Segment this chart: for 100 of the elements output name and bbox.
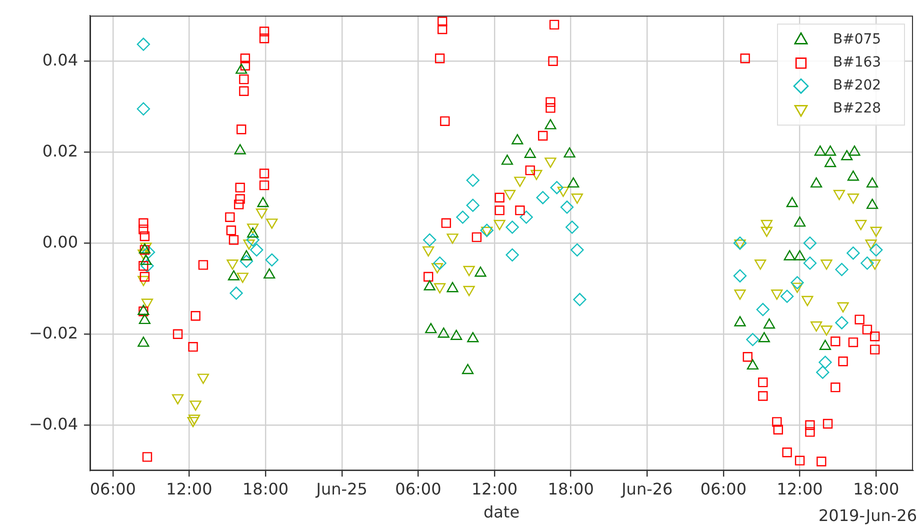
point <box>820 260 832 270</box>
point <box>236 272 248 283</box>
point <box>870 243 883 257</box>
point <box>463 286 475 296</box>
point <box>463 266 475 276</box>
point <box>524 148 536 158</box>
point <box>835 316 848 330</box>
x-tick-label: 18:00 <box>853 479 900 498</box>
point <box>246 233 260 247</box>
point <box>250 243 264 257</box>
point <box>456 210 470 224</box>
point <box>265 253 278 267</box>
point <box>865 240 877 250</box>
x-tick-label: Jun-25 <box>315 479 368 498</box>
x-tick-label: 12:00 <box>776 479 823 498</box>
point <box>803 256 817 270</box>
point <box>172 394 184 404</box>
point <box>560 200 574 214</box>
point <box>506 248 519 262</box>
point <box>423 233 436 247</box>
point <box>810 321 822 332</box>
point <box>431 263 444 274</box>
point <box>756 302 770 316</box>
point <box>869 260 881 270</box>
point <box>820 325 832 336</box>
point <box>771 290 783 300</box>
legend-label: B#163 <box>833 54 882 71</box>
x-tick-label: 06:00 <box>395 479 442 498</box>
y-tick-label: 0.02 <box>42 141 78 160</box>
point <box>848 146 860 156</box>
point <box>466 174 480 187</box>
point <box>243 240 255 250</box>
point <box>240 254 254 268</box>
point <box>835 262 848 276</box>
point <box>573 292 586 306</box>
point <box>501 154 514 165</box>
point <box>566 220 579 234</box>
point <box>841 150 853 160</box>
point <box>780 290 794 303</box>
legend-label: B#075 <box>833 32 882 48</box>
point <box>536 191 550 204</box>
point <box>230 286 243 300</box>
point <box>734 240 746 250</box>
point <box>754 260 766 270</box>
point <box>550 180 564 194</box>
point <box>733 236 747 250</box>
point <box>564 147 576 158</box>
point <box>480 224 494 237</box>
point <box>837 302 849 312</box>
point <box>187 416 199 428</box>
point <box>226 260 238 270</box>
point <box>481 226 493 237</box>
point <box>434 283 446 294</box>
point <box>786 196 798 208</box>
point <box>544 119 556 130</box>
point <box>866 177 878 188</box>
x-tick-label: 18:00 <box>548 479 594 498</box>
x-tick-label: 18:00 <box>242 479 289 498</box>
point <box>466 198 480 212</box>
x-tick-label: 06:00 <box>90 479 136 498</box>
point <box>570 243 584 257</box>
point <box>257 196 269 208</box>
point <box>506 220 519 234</box>
point <box>860 256 874 270</box>
point <box>197 374 210 384</box>
point <box>803 236 817 250</box>
point <box>188 414 200 425</box>
y-tick-label: −0.04 <box>28 414 78 434</box>
y-tick-label: −0.02 <box>28 323 78 342</box>
point <box>520 210 533 224</box>
point <box>190 400 202 411</box>
point <box>568 177 580 188</box>
point <box>734 290 746 300</box>
point <box>824 156 836 168</box>
point <box>802 296 814 306</box>
text: 2019-Jun-26 <box>818 506 917 525</box>
point <box>847 170 860 181</box>
point <box>791 282 804 293</box>
x-tick-label: 06:00 <box>700 479 747 498</box>
point <box>870 226 882 237</box>
x-tick-label: 12:00 <box>166 479 212 498</box>
point <box>433 256 446 270</box>
point <box>446 234 458 244</box>
legend-label: B#228 <box>833 100 882 117</box>
legend-label: B#202 <box>833 78 882 94</box>
x-tick-label: Jun-26 <box>620 479 673 498</box>
point <box>746 332 760 346</box>
point <box>814 146 826 156</box>
point <box>512 134 524 144</box>
point <box>866 198 878 209</box>
point <box>733 269 747 282</box>
x-axis-title: date <box>483 502 520 522</box>
point <box>760 226 773 237</box>
point <box>824 146 836 156</box>
point <box>790 276 804 290</box>
point <box>136 102 150 116</box>
point <box>140 259 154 272</box>
y-tick-label: 0.00 <box>42 232 78 252</box>
point <box>141 298 154 309</box>
point <box>422 246 434 257</box>
